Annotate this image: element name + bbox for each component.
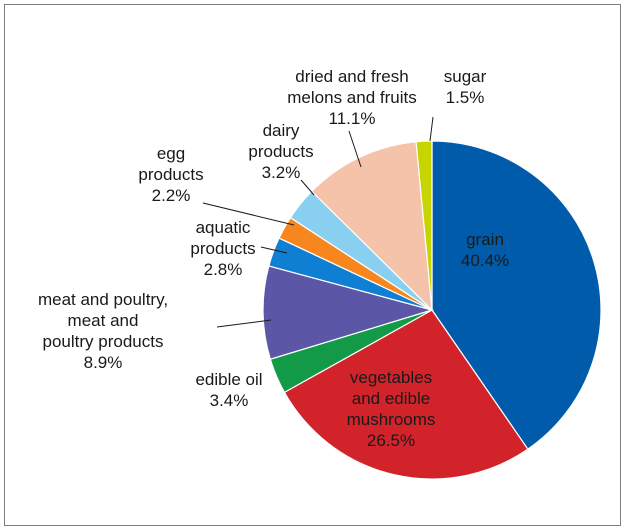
leader-line-8: [429, 116, 434, 142]
slice-label-6: dairy products 3.2%: [248, 121, 313, 182]
pie-slice-0: [431, 140, 602, 451]
pie-slice-1: [283, 309, 529, 480]
slice-label-5: egg products 2.2%: [138, 144, 203, 205]
leader-line-5: [202, 202, 295, 226]
slice-label-1: vegetables and edible mushrooms 26.5%: [347, 368, 436, 450]
slice-label-2: edible oil 3.4%: [195, 370, 262, 410]
leader-line-7: [348, 130, 362, 168]
pie-slice-7: [310, 141, 433, 312]
pie-slice-8: [415, 140, 433, 311]
slice-label-7: dried and fresh melons and fruits 11.1%: [287, 67, 416, 128]
leader-lines: [202, 116, 434, 328]
slice-label-8: sugar 1.5%: [444, 67, 487, 107]
slice-label-3: meat and poultry, meat and poultry product…: [38, 290, 168, 372]
slice-label-0: grain 40.4%: [461, 230, 509, 270]
leader-line-4: [260, 246, 288, 254]
pie-slice-3: [262, 265, 435, 360]
slice-labels: grain 40.4% vegetables and edible mushrooms 2…: [38, 67, 509, 450]
chart-frame: grain 40.4% vegetables and edible mushrooms 2…: [4, 4, 621, 526]
pie-slices: [262, 140, 602, 480]
leader-line-6: [300, 179, 315, 196]
slice-label-4: aquatic products 2.8%: [190, 218, 255, 279]
leader-line-3: [216, 319, 272, 328]
pie-chart: grain 40.4% vegetables and edible mushrooms 2…: [38, 67, 602, 480]
